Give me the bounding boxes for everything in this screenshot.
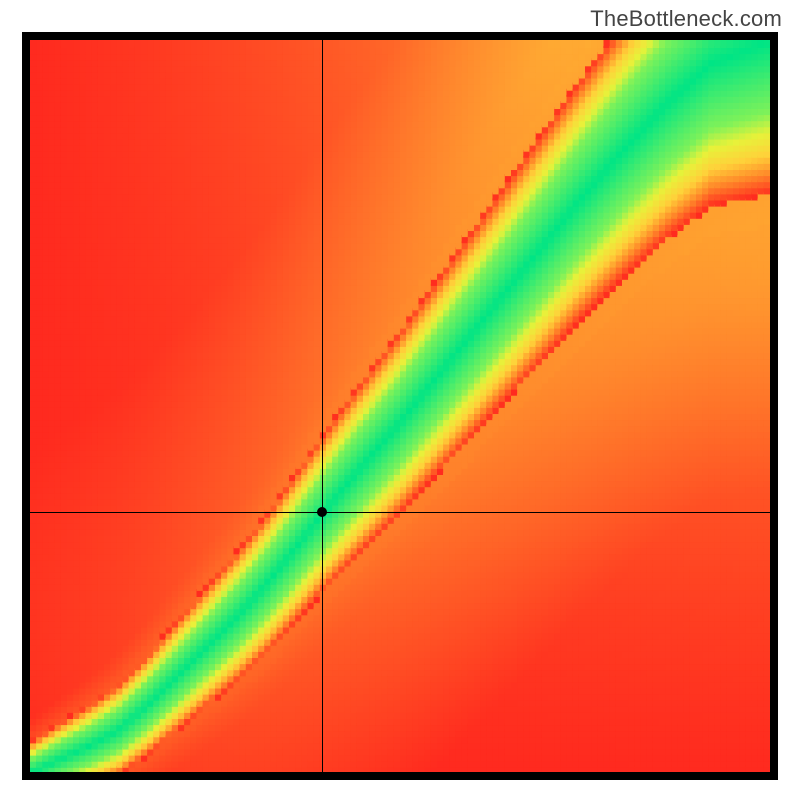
chart-frame-top: [22, 32, 778, 40]
chart-frame-right: [770, 32, 778, 780]
chart-frame-left: [22, 32, 30, 780]
watermark-text: TheBottleneck.com: [590, 6, 782, 32]
heatmap-canvas: [30, 40, 770, 772]
chart-frame-bottom: [22, 772, 778, 780]
heatmap-plot: [30, 40, 770, 772]
